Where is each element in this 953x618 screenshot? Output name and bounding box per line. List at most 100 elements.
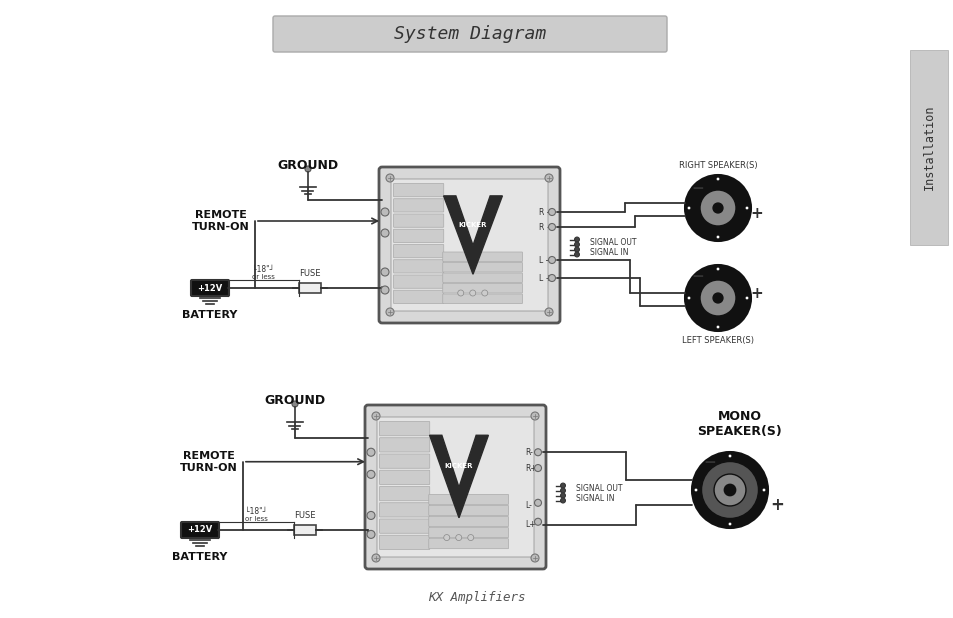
Circle shape xyxy=(727,454,731,458)
Text: +12V: +12V xyxy=(187,525,213,535)
Circle shape xyxy=(544,308,553,316)
Text: SIGNAL OUT: SIGNAL OUT xyxy=(589,237,636,247)
Text: R +: R + xyxy=(538,222,553,232)
Circle shape xyxy=(716,325,720,329)
Circle shape xyxy=(548,224,555,231)
Text: KX Amplifiers: KX Amplifiers xyxy=(428,591,525,604)
FancyBboxPatch shape xyxy=(393,245,443,258)
FancyBboxPatch shape xyxy=(442,263,522,272)
FancyBboxPatch shape xyxy=(428,528,508,538)
Circle shape xyxy=(456,535,461,541)
Bar xyxy=(294,525,315,535)
Circle shape xyxy=(457,290,463,296)
Circle shape xyxy=(386,308,394,316)
Text: −: − xyxy=(691,180,703,195)
FancyBboxPatch shape xyxy=(393,184,443,197)
Text: −: − xyxy=(703,454,716,470)
Circle shape xyxy=(367,512,375,520)
Text: KICKER: KICKER xyxy=(458,222,487,228)
FancyBboxPatch shape xyxy=(391,179,547,311)
Circle shape xyxy=(534,519,541,525)
Circle shape xyxy=(544,174,553,182)
FancyBboxPatch shape xyxy=(378,167,559,323)
FancyBboxPatch shape xyxy=(393,214,443,227)
Text: SIGNAL OUT: SIGNAL OUT xyxy=(576,483,622,493)
Circle shape xyxy=(380,286,389,294)
Circle shape xyxy=(686,296,690,300)
Circle shape xyxy=(386,174,394,182)
Circle shape xyxy=(367,448,375,456)
Text: FUSE: FUSE xyxy=(294,511,315,520)
FancyBboxPatch shape xyxy=(379,438,429,452)
Circle shape xyxy=(534,449,541,455)
Text: BATTERY: BATTERY xyxy=(172,552,228,562)
Circle shape xyxy=(560,483,565,488)
Text: L -: L - xyxy=(538,255,548,265)
Text: L+: L+ xyxy=(524,520,535,530)
Circle shape xyxy=(761,488,765,492)
Circle shape xyxy=(744,206,748,210)
Circle shape xyxy=(574,247,578,252)
Circle shape xyxy=(716,177,720,181)
Circle shape xyxy=(712,203,722,213)
Circle shape xyxy=(443,535,449,541)
FancyBboxPatch shape xyxy=(379,486,429,501)
Circle shape xyxy=(548,208,555,216)
Text: L +: L + xyxy=(538,274,552,282)
Circle shape xyxy=(712,293,722,303)
Text: SIGNAL IN: SIGNAL IN xyxy=(576,494,614,502)
Polygon shape xyxy=(429,435,488,518)
Circle shape xyxy=(727,522,731,526)
Circle shape xyxy=(380,208,389,216)
Text: L-: L- xyxy=(524,501,532,510)
Text: └18"┘: └18"┘ xyxy=(245,507,267,516)
Text: or less: or less xyxy=(252,274,274,280)
Circle shape xyxy=(691,452,767,528)
FancyBboxPatch shape xyxy=(442,284,522,293)
Text: SIGNAL IN: SIGNAL IN xyxy=(589,247,628,256)
Circle shape xyxy=(713,474,745,506)
Circle shape xyxy=(560,498,565,503)
Circle shape xyxy=(372,412,379,420)
FancyBboxPatch shape xyxy=(428,506,508,515)
Text: R+: R+ xyxy=(524,464,537,473)
Circle shape xyxy=(574,242,578,247)
FancyBboxPatch shape xyxy=(273,16,666,52)
FancyBboxPatch shape xyxy=(181,522,219,538)
Circle shape xyxy=(574,237,578,242)
Text: MONO
SPEAKER(S): MONO SPEAKER(S) xyxy=(697,410,781,438)
Circle shape xyxy=(548,256,555,263)
Circle shape xyxy=(560,493,565,498)
Text: Installation: Installation xyxy=(922,104,935,190)
Text: BATTERY: BATTERY xyxy=(182,310,237,320)
Circle shape xyxy=(380,229,389,237)
Circle shape xyxy=(531,554,538,562)
Circle shape xyxy=(686,206,690,210)
FancyBboxPatch shape xyxy=(442,273,522,282)
Circle shape xyxy=(574,252,578,257)
Circle shape xyxy=(372,554,379,562)
Text: KICKER: KICKER xyxy=(444,463,473,468)
Text: LEFT SPEAKER(S): LEFT SPEAKER(S) xyxy=(681,336,753,345)
Circle shape xyxy=(560,488,565,493)
Text: +: + xyxy=(749,206,762,221)
Text: RIGHT SPEAKER(S): RIGHT SPEAKER(S) xyxy=(678,161,757,170)
Bar xyxy=(298,283,320,293)
Text: +: + xyxy=(769,496,783,514)
FancyBboxPatch shape xyxy=(393,275,443,288)
Circle shape xyxy=(744,296,748,300)
Text: FUSE: FUSE xyxy=(299,269,320,278)
Circle shape xyxy=(700,462,758,519)
Circle shape xyxy=(467,535,474,541)
FancyBboxPatch shape xyxy=(376,417,534,557)
Circle shape xyxy=(531,412,538,420)
Circle shape xyxy=(305,166,311,172)
FancyBboxPatch shape xyxy=(379,519,429,533)
FancyBboxPatch shape xyxy=(442,294,522,303)
FancyBboxPatch shape xyxy=(393,260,443,273)
FancyBboxPatch shape xyxy=(379,421,429,436)
FancyBboxPatch shape xyxy=(379,503,429,517)
Circle shape xyxy=(367,470,375,478)
Circle shape xyxy=(684,265,750,331)
Circle shape xyxy=(548,274,555,282)
